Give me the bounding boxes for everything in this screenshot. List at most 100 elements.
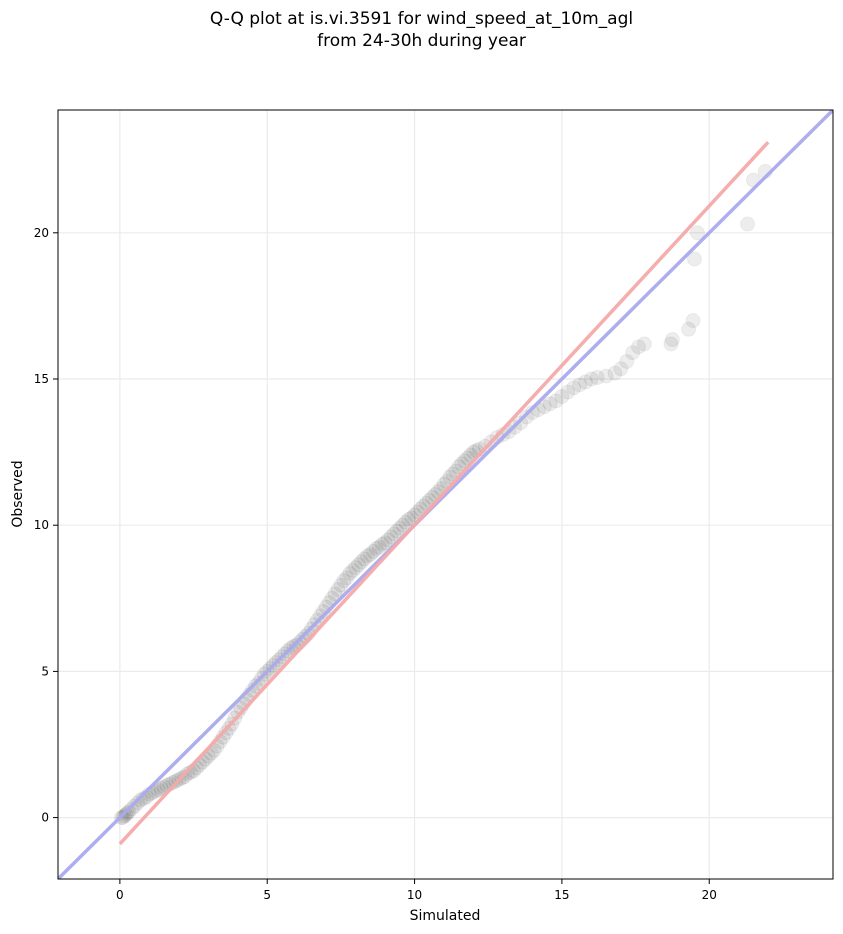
grid: [58, 110, 833, 879]
data-point-153: [664, 332, 680, 348]
data-point-88: [365, 544, 381, 560]
data-points: [113, 163, 773, 826]
data-point-85: [356, 551, 372, 567]
data-point-143: [583, 371, 599, 387]
data-point-84: [354, 554, 370, 570]
data-point-96: [389, 523, 405, 539]
data-point-89: [368, 541, 384, 557]
data-point-94: [383, 529, 399, 545]
data-point-9: [133, 792, 149, 808]
data-point-91: [374, 536, 390, 552]
data-point-99: [398, 514, 414, 530]
x-axis-label: Simulated: [410, 908, 481, 924]
data-point-42: [230, 704, 246, 720]
x-tick-label-1: 5: [263, 888, 271, 902]
data-point-156: [687, 251, 703, 267]
data-point-150: [631, 339, 647, 355]
data-point-92: [377, 535, 393, 551]
data-point-3: [118, 807, 134, 823]
data-point-2: [116, 808, 132, 824]
data-point-81: [345, 563, 361, 579]
data-point-148: [619, 353, 635, 369]
data-point-97: [392, 520, 408, 536]
data-point-90: [371, 539, 387, 555]
data-point-49: [250, 675, 266, 691]
data-point-155: [685, 313, 701, 329]
y-tick-label-1: 5: [41, 664, 49, 678]
data-point-144: [589, 370, 605, 386]
data-point-151: [636, 336, 652, 352]
y-tick-label-3: 15: [34, 372, 49, 386]
data-point-93: [380, 532, 396, 548]
data-point-1: [115, 810, 131, 826]
data-point-157: [689, 225, 705, 241]
data-point-77: [333, 577, 349, 593]
data-point-152: [663, 336, 679, 352]
chart-title-line-1: Q-Q plot at is.vi.3591 for wind_speed_at…: [209, 9, 634, 29]
data-point-117: [451, 459, 467, 475]
data-point-4: [119, 805, 135, 821]
x-tick-label-4: 20: [702, 888, 717, 902]
x-tick-label-3: 15: [554, 888, 569, 902]
y-tick-label-0: 0: [41, 811, 49, 825]
data-point-138: [554, 389, 570, 405]
data-point-154: [681, 321, 697, 337]
data-point-141: [572, 377, 588, 393]
data-point-6: [124, 801, 140, 817]
data-point-24: [177, 769, 193, 785]
plot-frame: [57, 109, 834, 880]
reference-line-identity: [58, 110, 833, 879]
data-point-149: [625, 345, 641, 361]
data-point-142: [577, 374, 593, 390]
data-point-7: [127, 798, 143, 814]
data-point-131: [513, 415, 529, 431]
data-point-79: [339, 570, 355, 586]
data-point-38: [218, 725, 234, 741]
data-point-5: [121, 804, 137, 820]
data-point-86: [359, 548, 375, 564]
chart-title-line-2: from 24-30h during year: [317, 31, 526, 51]
data-point-76: [330, 582, 346, 598]
reference-line-fit: [118, 140, 770, 846]
data-point-78: [336, 573, 352, 589]
data-point-20: [165, 775, 181, 791]
data-point-48: [247, 678, 263, 694]
data-point-101: [404, 510, 420, 526]
data-point-147: [613, 361, 629, 377]
data-point-95: [386, 526, 402, 542]
data-point-146: [607, 365, 623, 381]
data-point-80: [342, 565, 358, 581]
x-tick-label-2: 10: [407, 888, 422, 902]
x-axis-ticks: 0 5 10 15 20: [116, 879, 717, 902]
data-point-70: [312, 608, 328, 624]
chart-title: Q-Q plot at is.vi.3591 for wind_speed_at…: [0, 8, 843, 52]
data-point-15: [150, 782, 166, 798]
data-point-135: [536, 399, 552, 415]
data-point-100: [401, 511, 417, 527]
data-point-139: [560, 384, 576, 400]
data-point-71: [315, 603, 331, 619]
data-point-82: [348, 560, 364, 576]
data-point-87: [362, 546, 378, 562]
data-point-10: [135, 791, 151, 807]
data-point-98: [395, 517, 411, 533]
data-point-136: [542, 396, 558, 412]
y-tick-label-4: 20: [34, 226, 49, 240]
data-point-133: [524, 405, 540, 421]
data-point-16: [153, 780, 169, 796]
y-axis-ticks: 0 5 10 15 20: [34, 226, 58, 825]
data-point-132: [519, 409, 535, 425]
data-point-137: [548, 393, 564, 409]
data-point-158: [740, 216, 756, 232]
reference-lines: [58, 110, 833, 879]
y-axis-label: Observed: [10, 460, 26, 527]
data-point-75: [327, 586, 343, 602]
data-point-8: [130, 795, 146, 811]
data-point-83: [351, 557, 367, 573]
data-point-145: [598, 368, 614, 384]
data-point-25: [180, 766, 196, 782]
data-point-140: [566, 380, 582, 396]
y-tick-label-2: 10: [34, 518, 49, 532]
x-tick-label-0: 0: [116, 888, 124, 902]
